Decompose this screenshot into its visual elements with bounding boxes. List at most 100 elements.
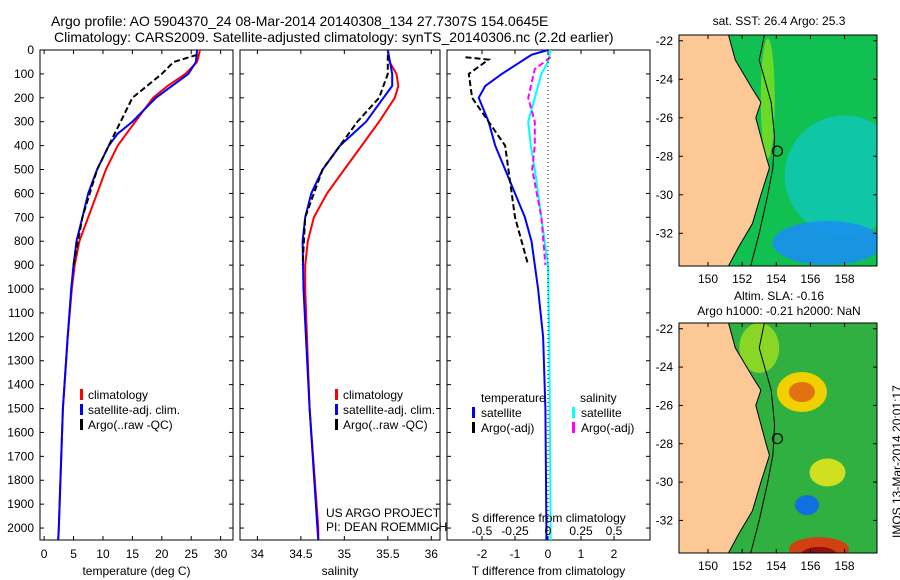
x-tick-label: 35.5	[376, 547, 400, 561]
plot-frame-2	[239, 49, 441, 541]
series-argo-raw-qc-	[301, 54, 389, 266]
map-lat-label: -28	[656, 149, 674, 163]
y-tick-label: 1100	[8, 306, 34, 320]
y-tick-label: 1900	[7, 497, 34, 511]
sla-high	[788, 537, 849, 553]
x-axis-label: T difference from climatology	[472, 564, 626, 578]
x-tick-label: -2	[477, 547, 488, 561]
s-tick-label: 0.5	[606, 524, 623, 538]
x-tick-label: 34.5	[289, 547, 313, 561]
x-tick-label: 25	[185, 547, 199, 561]
x-tick-label: 34	[251, 547, 265, 561]
map-sla	[679, 323, 877, 553]
argo-location-marker	[771, 145, 783, 157]
y-tick-label: 400	[14, 139, 34, 153]
title-line-2: Climatology: CARS2009. Satellite-adjuste…	[54, 29, 614, 45]
legend-label: climatology	[343, 388, 403, 402]
legend-label: satellite-adj. clim.	[88, 403, 180, 417]
y-tick-label: 600	[14, 186, 34, 200]
y-tick-label: 1600	[7, 425, 34, 439]
legend-swatch	[572, 407, 575, 418]
y-tick-label: 100	[14, 67, 34, 81]
s-tick-label: -0.25	[501, 524, 529, 538]
x-tick-label: 35	[338, 547, 352, 561]
map-lon-label: 154	[766, 272, 786, 286]
x-axis-label: salinity	[322, 564, 359, 578]
x-tick-label: 10	[96, 547, 110, 561]
series-climatology	[304, 49, 400, 540]
sst-warm	[760, 38, 775, 159]
map-frame	[678, 322, 878, 554]
sst-map-title: sat. SST: 26.4 Argo: 25.3	[713, 14, 846, 28]
legend-label: satellite	[481, 406, 522, 420]
y-tick-label: 2000	[7, 521, 34, 535]
x-tick-label: 0	[41, 547, 48, 561]
map-lon-label: 156	[800, 272, 820, 286]
map-lat-label: -32	[656, 226, 674, 240]
sla-low	[795, 495, 820, 516]
map-lat-label: -24	[656, 360, 674, 374]
map-lat-label: -24	[656, 72, 674, 86]
y-tick-label: 900	[14, 258, 34, 272]
land	[679, 323, 770, 553]
sst-cold	[772, 220, 877, 265]
x-tick-label: 36	[425, 547, 439, 561]
y-tick-label: 300	[14, 115, 34, 129]
legend-swatch	[80, 404, 83, 415]
sla-map-title-2: Argo h1000: -0.21 h2000: NaN	[697, 304, 860, 318]
s-tick-label: 0.25	[569, 524, 593, 538]
project-line-1: US ARGO PROJECT	[326, 506, 441, 520]
y-tick-label: 1400	[7, 378, 34, 392]
legend-swatch	[80, 419, 83, 430]
isobath-contour	[750, 323, 776, 553]
y-tick-label: 1700	[7, 449, 34, 463]
land	[679, 35, 770, 266]
y-tick-label: 0	[27, 43, 34, 57]
x-tick-label: -1	[510, 547, 521, 561]
legend-label: Argo(..raw -QC)	[88, 418, 173, 432]
project-line-2: PI: DEAN ROEMMICH	[326, 520, 448, 534]
x-tick-label: 0	[545, 547, 552, 561]
y-tick-label: 1300	[7, 354, 34, 368]
s-tick-label: -0.5	[472, 524, 493, 538]
y-tick-label: 500	[14, 163, 34, 177]
argo-location-marker	[771, 432, 783, 445]
sst-cool	[784, 115, 877, 236]
legend-title: salinity	[580, 391, 617, 405]
y-tick-label: 200	[14, 91, 34, 105]
x-tick-label: 2	[611, 547, 618, 561]
series-argo-raw-qc-	[72, 53, 198, 266]
y-tick-label: 1500	[7, 402, 34, 416]
x-axis-label: temperature (deg C)	[82, 564, 190, 578]
map-lat-label: -28	[656, 437, 674, 451]
map-sst	[679, 35, 877, 266]
map-lon-label: 150	[698, 272, 718, 286]
legend-label: Argo(-adj)	[581, 421, 634, 435]
legend-label: climatology	[88, 388, 148, 402]
legend-swatch	[80, 389, 83, 400]
y-tick-label: 800	[14, 234, 34, 248]
legend-swatch	[472, 422, 475, 433]
x-tick-label: 30	[214, 547, 228, 561]
map-lat-label: -30	[656, 475, 674, 489]
y-tick-label: 700	[14, 210, 34, 224]
legend-swatch	[572, 422, 575, 433]
x-tick-label: 1	[578, 547, 585, 561]
map-lat-label: -22	[656, 322, 674, 336]
map-lat-label: -30	[656, 188, 674, 202]
map-lon-label: 152	[732, 272, 752, 286]
legend-label: satellite-adj. clim.	[343, 403, 435, 417]
title-line-1: Argo profile: AO 5904370_24 08-Mar-2014 …	[51, 13, 549, 29]
legend-title: temperature	[481, 391, 546, 405]
series-s-argo-adj-	[527, 56, 552, 266]
series-satellite-adj-clim-	[57, 49, 199, 541]
legend-swatch	[335, 404, 338, 415]
sla-high	[809, 458, 846, 487]
legend-label: satellite	[581, 406, 622, 420]
sla-map-title-1: Altim. SLA: -0.16	[734, 289, 824, 303]
map-lon-label: 158	[835, 559, 855, 573]
sla-higher	[788, 382, 815, 402]
s-axis-label: S difference from climatology	[471, 511, 626, 525]
x-tick-label: 15	[126, 547, 140, 561]
s-tick-label: 0	[545, 524, 552, 538]
